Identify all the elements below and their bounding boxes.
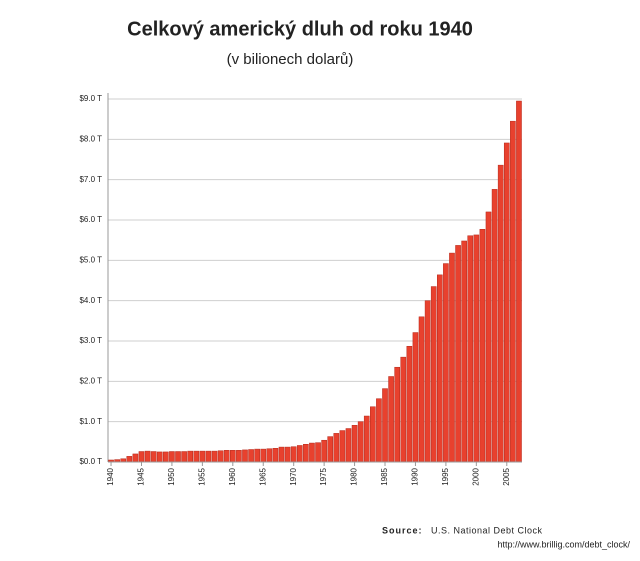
bar <box>217 450 224 463</box>
bar <box>284 446 291 463</box>
bar <box>406 345 413 463</box>
bar <box>376 398 382 463</box>
bar <box>321 439 327 463</box>
bar <box>357 421 364 463</box>
source-url: http://www.brillig.com/debt_clock/ <box>497 539 630 549</box>
bar <box>175 451 181 463</box>
x-tick-label: 1960 <box>228 467 237 485</box>
bar <box>503 142 510 463</box>
bar <box>370 406 376 463</box>
bar <box>156 451 163 463</box>
bar <box>400 356 407 463</box>
x-tick-label: 1950 <box>167 467 176 485</box>
bar <box>132 453 139 463</box>
bar <box>163 451 169 463</box>
bar <box>351 425 358 463</box>
bar <box>510 120 516 463</box>
bar <box>491 189 498 463</box>
bar <box>236 450 242 463</box>
bar <box>339 430 346 463</box>
bar <box>230 450 236 463</box>
chart-title: Celkový americký dluh od roku 1940 <box>127 18 473 40</box>
bar <box>333 433 340 463</box>
y-tick-label: $9.0 T <box>79 94 102 103</box>
bar <box>485 211 492 463</box>
bar <box>424 300 431 463</box>
bar <box>382 388 388 463</box>
source: U.S. National Debt Clock <box>431 525 543 535</box>
y-tick-label: $8.0 T <box>79 134 102 143</box>
x-tick-label: 1940 <box>106 467 115 485</box>
x-tick-label: 1985 <box>380 467 389 485</box>
bar <box>126 456 133 463</box>
bar <box>193 450 200 463</box>
bar <box>138 451 145 463</box>
bar <box>254 448 260 463</box>
chart-subtitle: (v bilionech dolarů) <box>227 51 354 68</box>
bar <box>479 229 486 463</box>
bar <box>242 449 248 463</box>
bar <box>187 450 193 463</box>
bar <box>430 286 437 463</box>
bar <box>272 448 279 463</box>
bar <box>473 234 480 463</box>
bar <box>211 450 218 463</box>
x-tick-label: 2000 <box>471 467 480 485</box>
x-tick-label: 1980 <box>350 467 359 485</box>
bar <box>169 451 175 463</box>
bar <box>296 445 303 463</box>
y-tick-label: $2.0 T <box>79 376 102 385</box>
bar <box>345 428 352 463</box>
bar <box>327 436 334 463</box>
bar <box>223 450 230 463</box>
bar <box>303 444 309 463</box>
x-tick-label: 1975 <box>319 467 328 485</box>
bar <box>418 316 425 463</box>
y-tick-label: $1.0 T <box>79 417 102 426</box>
bar <box>449 252 455 463</box>
bar <box>363 415 370 463</box>
bar <box>248 449 254 463</box>
y-tick-label: $6.0 T <box>79 215 102 224</box>
y-tick-label: $0.0 T <box>79 457 102 466</box>
y-tick-label: $3.0 T <box>79 336 102 345</box>
bar <box>205 450 212 463</box>
bar <box>260 448 267 463</box>
bar <box>388 376 394 463</box>
bar <box>315 442 321 463</box>
x-tick-label: 1995 <box>441 467 450 485</box>
bar <box>199 450 206 463</box>
bar <box>290 446 297 463</box>
x-tick-label: 2005 <box>502 467 511 485</box>
bar <box>150 451 157 463</box>
bar <box>278 446 285 463</box>
bar <box>412 332 419 463</box>
bar <box>443 263 449 463</box>
x-tick-label: 1955 <box>197 467 206 485</box>
x-tick-label: 1970 <box>289 467 298 485</box>
source-label: Source: <box>382 525 423 535</box>
bar <box>516 100 522 463</box>
bar <box>467 235 474 463</box>
bar <box>497 164 504 463</box>
bar <box>461 240 467 463</box>
bar <box>394 366 400 463</box>
x-tick-label: 1990 <box>411 467 420 485</box>
x-tick-label: 1945 <box>137 467 146 485</box>
bar <box>181 451 187 463</box>
bar <box>437 274 443 463</box>
bar <box>309 442 315 463</box>
y-tick-label: $5.0 T <box>79 255 102 264</box>
bar <box>266 448 273 463</box>
bar <box>455 245 461 463</box>
bar <box>144 450 151 463</box>
x-tick-label: 1965 <box>258 467 267 485</box>
y-tick-label: $4.0 T <box>79 296 102 305</box>
y-tick-label: $7.0 T <box>79 175 102 184</box>
